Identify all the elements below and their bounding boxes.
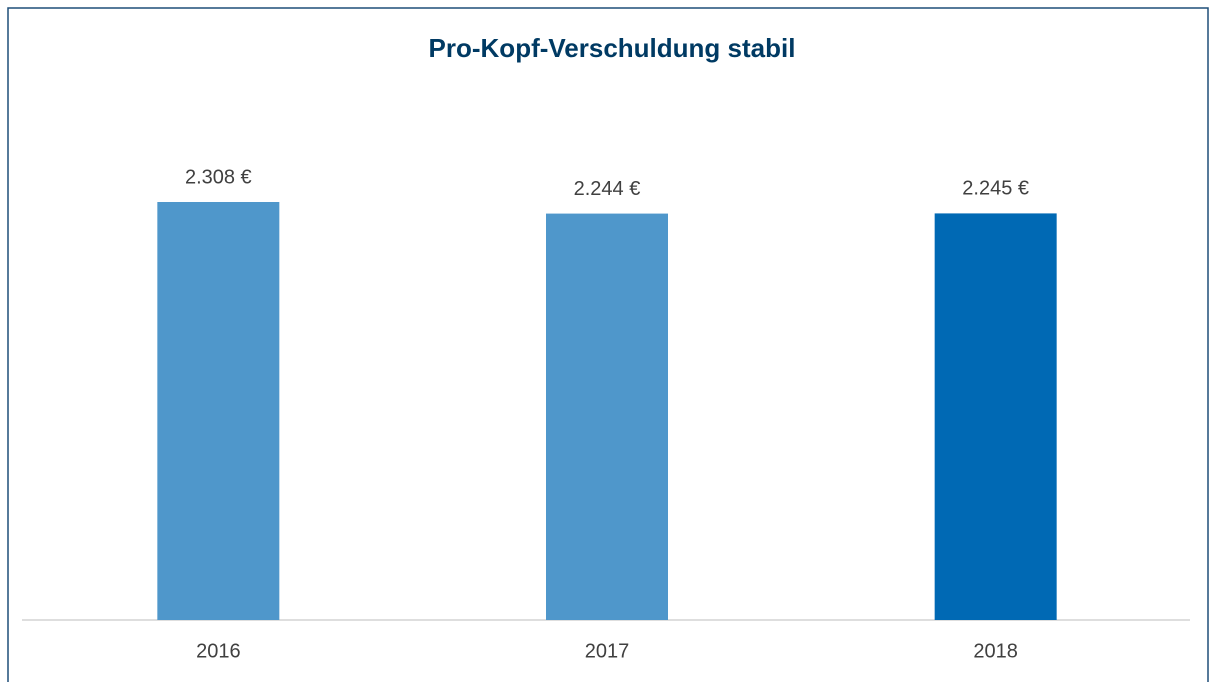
- chart-title: Pro-Kopf-Verschuldung stabil: [429, 33, 796, 63]
- value-label: 2.245 €: [962, 178, 1029, 200]
- bar: [546, 213, 668, 620]
- value-label: 2.244 €: [574, 178, 641, 200]
- bar: [934, 213, 1057, 620]
- bar: [157, 202, 280, 620]
- value-label: 2.308 €: [185, 166, 252, 188]
- x-tick-label: 2017: [585, 640, 630, 662]
- x-tick-label: 2016: [196, 640, 241, 662]
- x-tick-label: 2018: [973, 640, 1018, 662]
